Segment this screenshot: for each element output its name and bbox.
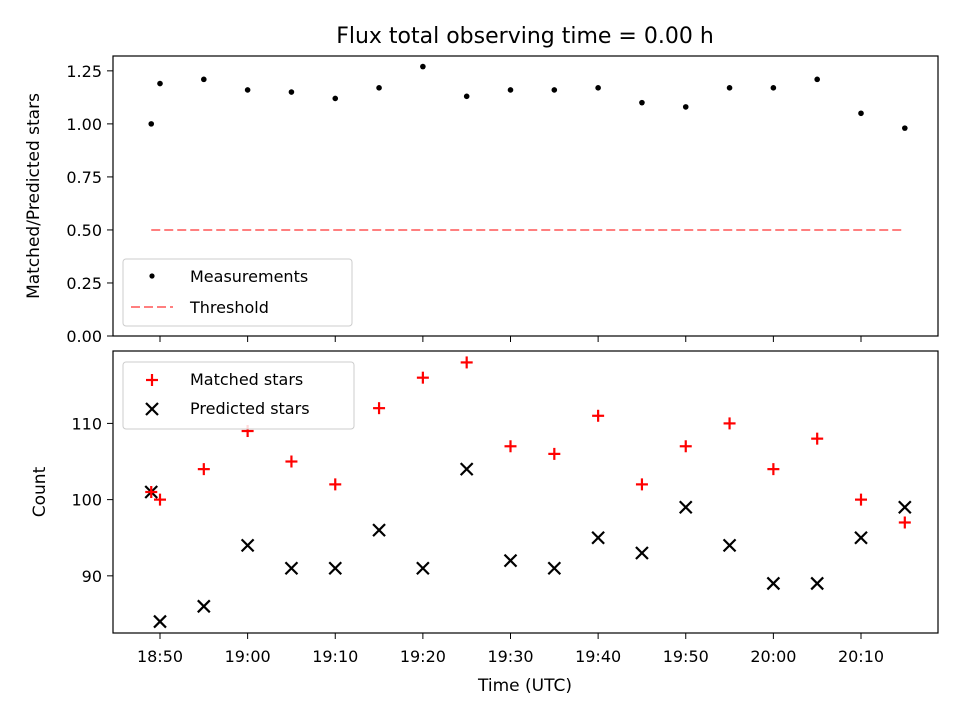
- bottom-plot-area: 90 100 110 18:50 19:00 19:10 19:20 19:30 19:40 19…: [71, 356, 912, 666]
- bottom-legend: Matched stars Predicted stars: [122, 361, 355, 430]
- top-y-tick-label: 0.25: [66, 274, 102, 293]
- measurement-point: [770, 85, 777, 91]
- predicted-star-point: [547, 561, 562, 575]
- x-tick-label: 19:40: [575, 647, 621, 666]
- top-y-tick-label: 0.75: [66, 168, 102, 187]
- x-axis-label: Time (UTC): [477, 676, 572, 696]
- matched-star-point: [592, 409, 605, 422]
- predicted-star-point: [722, 538, 737, 553]
- bottom-y-tick-label: 90: [82, 567, 102, 586]
- x-tick-label: 20:10: [838, 647, 884, 666]
- matched-star-point: [197, 463, 210, 476]
- predicted-star-point: [459, 462, 474, 476]
- measurement-point: [682, 104, 689, 110]
- measurement-point: [288, 89, 295, 95]
- matched-star-point: [329, 478, 342, 491]
- measurement-point: [595, 85, 601, 91]
- matched-star-point: [548, 447, 561, 460]
- matched-star-point: [898, 516, 911, 529]
- legend-marker-matched: [146, 374, 158, 386]
- measurement-point: [858, 110, 864, 117]
- matched-star-point: [767, 463, 780, 476]
- matched-star-point: [679, 440, 692, 453]
- measurement-point: [902, 125, 908, 131]
- measurement-point: [551, 87, 558, 93]
- measurement-point: [332, 95, 339, 102]
- legend-label-threshold: Threshold: [189, 298, 269, 317]
- measurement-point: [376, 85, 382, 91]
- matched-star-point: [416, 371, 429, 384]
- measurement-point: [201, 76, 207, 83]
- matched-star-point: [811, 432, 824, 445]
- matched-star-point: [460, 356, 473, 369]
- predicted-star-point: [854, 530, 868, 545]
- predicted-star-point: [591, 530, 605, 545]
- top-y-tick-label: 0.50: [66, 221, 102, 240]
- bottom-y-axis-label: Count: [30, 466, 50, 517]
- top-y-axis-label: Matched/Predicted stars: [24, 93, 44, 299]
- predicted-star-point: [240, 538, 255, 553]
- bottom-legend-box: [122, 361, 355, 430]
- legend-label-predicted: Predicted stars: [190, 399, 310, 418]
- x-tick-label: 19:10: [312, 647, 358, 666]
- predicted-star-point: [153, 614, 167, 629]
- predicted-star-point: [766, 576, 781, 591]
- x-tick-label: 18:50: [137, 647, 183, 666]
- measurement-point: [507, 87, 514, 93]
- measurement-point: [814, 76, 820, 83]
- top-legend: Measurements Threshold: [122, 258, 353, 327]
- predicted-star-point: [503, 553, 518, 568]
- matched-star-point: [635, 478, 648, 491]
- measurement-point: [244, 87, 251, 93]
- bottom-axes-frame: [112, 350, 939, 634]
- x-tick-label: 20:00: [750, 647, 796, 666]
- bottom-y-tick-label: 110: [71, 414, 102, 433]
- matched-star-point: [723, 417, 736, 430]
- top-y-tick-label: 0.00: [66, 327, 102, 346]
- matched-star-point: [373, 402, 386, 415]
- measurement-point: [639, 99, 645, 106]
- predicted-star-point: [416, 561, 430, 575]
- x-tick-label: 19:50: [663, 647, 709, 666]
- bottom-y-tick-label: 100: [71, 491, 102, 510]
- x-tick-label: 19:00: [225, 647, 271, 666]
- legend-marker-predicted: [145, 402, 159, 416]
- predicted-star-point: [284, 561, 299, 575]
- chart-title: Flux total observing time = 0.00 h: [336, 24, 714, 49]
- predicted-star-point: [810, 576, 824, 591]
- top-y-tick-label: 1.25: [66, 62, 102, 81]
- legend-label-measurements: Measurements: [190, 267, 308, 286]
- top-y-tick-label: 1.00: [66, 115, 102, 134]
- x-tick-label: 19:30: [487, 647, 533, 666]
- predicted-star-point: [372, 523, 386, 537]
- measurement-point: [463, 93, 470, 100]
- predicted-star-point: [328, 561, 343, 575]
- predicted-star-point: [197, 599, 211, 614]
- matched-star-point: [285, 455, 298, 468]
- measurement-point: [420, 63, 426, 70]
- matched-star-point: [504, 440, 517, 453]
- top-axes-frame: [112, 55, 939, 337]
- measurement-point: [726, 85, 733, 91]
- matched-star-point: [154, 493, 166, 506]
- predicted-star-point: [635, 546, 649, 560]
- measurement-point: [148, 121, 155, 127]
- matched-star-point: [855, 493, 867, 506]
- predicted-star-point: [678, 500, 693, 515]
- legend-marker-measurements: [149, 273, 155, 279]
- top-legend-box: [122, 258, 353, 327]
- top-plot-area: 0.00 0.25 0.50 0.75 1.00 1.25: [66, 62, 908, 346]
- measurement-point: [157, 80, 163, 87]
- matched-star-point: [145, 486, 158, 498]
- x-tick-label: 19:20: [400, 647, 446, 666]
- predicted-star-point: [898, 500, 912, 515]
- legend-label-matched: Matched stars: [190, 370, 303, 389]
